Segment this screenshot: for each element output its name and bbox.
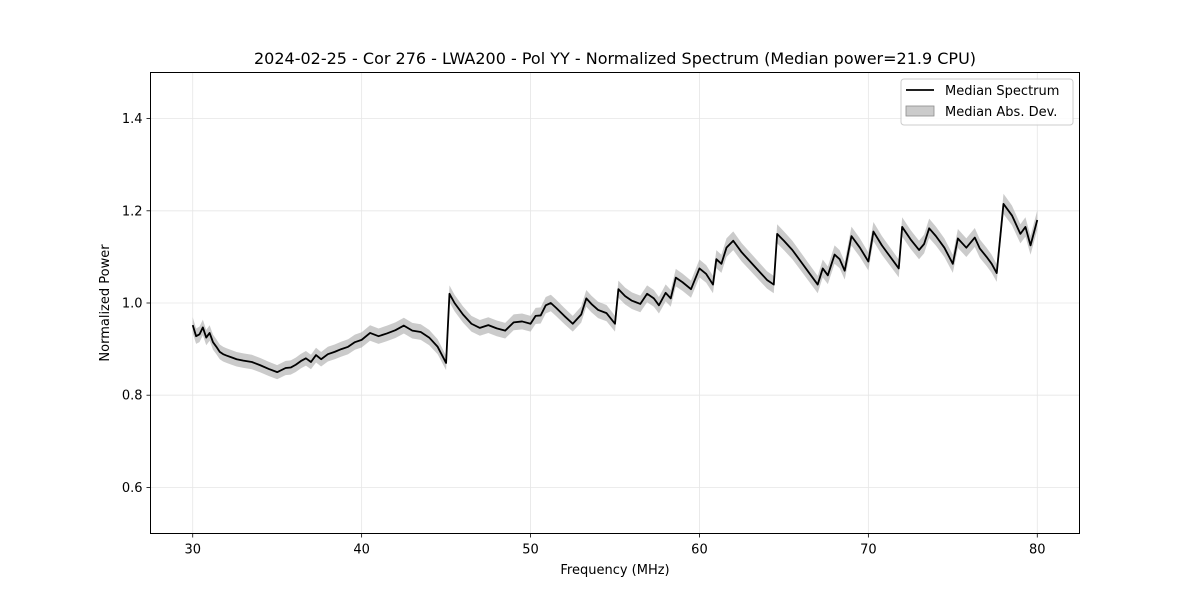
x-tick-label: 50 (522, 543, 539, 558)
x-tick-label: 30 (184, 543, 201, 558)
x-axis-label: Frequency (MHz) (560, 563, 669, 578)
y-axis-label: Normalized Power (98, 244, 113, 362)
y-axis: 0.6 0.8 1.0 1.2 1.4 (122, 112, 151, 496)
x-tick-label: 60 (691, 543, 708, 558)
legend-band-swatch (905, 105, 935, 117)
y-tick-label: 1.0 (122, 297, 143, 312)
x-tick-label: 40 (353, 543, 370, 558)
median-spectrum-line (191, 202, 1039, 374)
y-tick-label: 1.4 (122, 112, 143, 127)
legend-box (900, 78, 1074, 126)
x-axis: 30 40 50 60 70 80 (184, 533, 1046, 558)
chart-title: 2024-02-25 - Cor 276 - LWA200 - Pol YY -… (254, 49, 976, 68)
median-abs-dev-band (192, 193, 1038, 380)
x-tick-label: 70 (860, 543, 877, 558)
y-tick-label: 1.2 (122, 204, 143, 219)
legend-median-spectrum: Median Spectrum (945, 84, 1059, 99)
y-tick-label: 0.6 (122, 481, 143, 496)
legend: Median Spectrum Median Abs. Dev. (900, 78, 1074, 126)
legend-median-abs-dev: Median Abs. Dev. (945, 105, 1057, 120)
x-tick-label: 80 (1029, 543, 1046, 558)
y-tick-label: 0.8 (122, 389, 143, 404)
